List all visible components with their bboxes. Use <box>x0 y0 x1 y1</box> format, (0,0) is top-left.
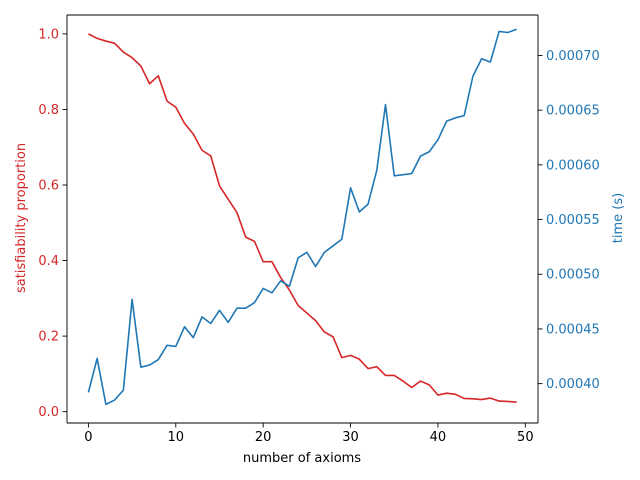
x-tick-label: 20 <box>255 430 272 445</box>
satisfiability-series-line <box>88 33 517 404</box>
right-y-axis-label: time (s) <box>611 193 626 243</box>
right-y-tick-label: 0.00045 <box>546 322 600 337</box>
left-y-axis-label: satisfiability proportion <box>14 143 29 293</box>
x-tick-label: 30 <box>342 430 359 445</box>
x-axis-label: number of axioms <box>243 451 361 466</box>
x-tick-label: 0 <box>84 430 92 445</box>
right-y-tick-label: 0.00070 <box>546 49 600 64</box>
left-y-tick-label: 0.2 <box>38 330 59 345</box>
right-y-tick-label: 0.00040 <box>546 377 600 392</box>
x-tick-label: 40 <box>430 430 447 445</box>
left-y-tick-label: 0.4 <box>38 254 59 269</box>
right-y-tick-label: 0.00065 <box>546 104 600 119</box>
time-series-line <box>87 28 517 406</box>
x-tick-label: 10 <box>168 430 185 445</box>
left-y-tick-label: 1.0 <box>38 27 59 42</box>
right-y-tick-label: 0.00050 <box>546 268 600 283</box>
right-y-tick-label: 0.00060 <box>546 158 600 173</box>
axes: 0 10 20 30 40 50 0.0 0.2 0.4 0.6 0.8 1.0 0.00040 0.00… <box>38 14 600 445</box>
left-y-tick-label: 0.6 <box>38 179 59 194</box>
x-tick-label: 50 <box>517 430 534 445</box>
left-y-tick-label: 0.8 <box>38 103 59 118</box>
plot-area <box>87 28 517 406</box>
right-y-tick-label: 0.00055 <box>546 213 600 228</box>
left-y-tick-label: 0.0 <box>38 405 59 420</box>
